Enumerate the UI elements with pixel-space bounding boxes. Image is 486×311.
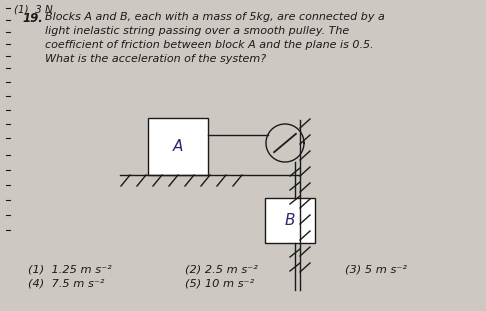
Text: (3) 5 m s⁻²: (3) 5 m s⁻² [345,264,407,274]
Text: (2) 2.5 m s⁻²: (2) 2.5 m s⁻² [185,264,258,274]
Bar [265,198,315,243]
Text: (1)  1.25 m s⁻²: (1) 1.25 m s⁻² [28,264,112,274]
Text: (4)  7.5 m s⁻²: (4) 7.5 m s⁻² [28,278,104,288]
Text: B: B [285,213,295,228]
Text: (5) 10 m s⁻²: (5) 10 m s⁻² [185,278,254,288]
Text: 19.: 19. [22,12,43,25]
Text: A: A [173,139,183,154]
Text: Blocks A and B, each with a mass of 5kg, are connected by a
light inelastic stri: Blocks A and B, each with a mass of 5kg,… [45,12,385,64]
Text: (1)  3 N: (1) 3 N [14,5,53,15]
Bar [148,118,208,175]
